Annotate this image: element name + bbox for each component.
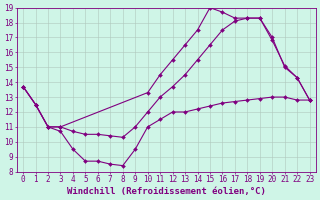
X-axis label: Windchill (Refroidissement éolien,°C): Windchill (Refroidissement éolien,°C) <box>67 187 266 196</box>
